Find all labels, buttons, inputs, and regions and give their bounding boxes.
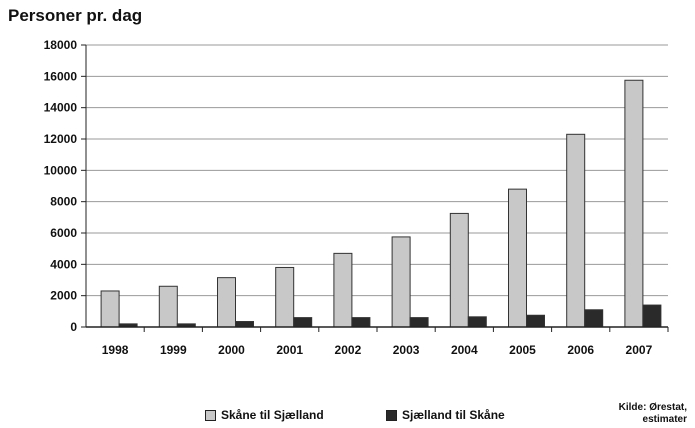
source-note: Kilde: Ørestat, estimater [619,402,687,426]
y-tick-label: 12000 [44,132,78,146]
chart-title: Personer pr. dag [8,6,143,25]
bars [100,79,662,328]
tick-labels: 0 2000 4000 6000 8000 10000 12000 14000 16000 180… [44,38,653,357]
y-tick-label: 6000 [50,226,77,240]
legend-label: Skåne til Sjælland [221,408,324,422]
bar [158,285,178,328]
y-tick-label: 4000 [50,257,77,271]
x-tick-label: 2005 [509,343,536,357]
bar [624,79,644,328]
bar [391,236,411,328]
y-tick-label: 16000 [44,69,78,83]
bar [409,317,429,328]
bar [449,212,469,328]
legend-swatch-dark [386,409,397,421]
y-tick-label: 0 [70,320,77,334]
x-tick-label: 2002 [335,343,362,357]
legend-label: Sjælland til Skåne [402,408,505,422]
legend-item-skane-til-sjaelland: Skåne til Sjælland [205,408,324,422]
x-tick-label: 2000 [218,343,245,357]
source-line: estimater [642,414,687,425]
bar [566,133,586,328]
bar [293,317,313,328]
bar [642,304,662,328]
y-tick-label: 8000 [50,195,77,209]
x-tick-label: 2001 [276,343,303,357]
bar [275,266,295,328]
y-tick-label: 18000 [44,38,78,52]
bar [235,321,254,328]
x-tick-label: 2006 [567,343,594,357]
bar [333,252,353,328]
bar [351,317,371,328]
bar [508,188,527,328]
y-tick-label: 10000 [44,163,78,177]
y-tick-label: 14000 [44,101,78,115]
axes [81,44,669,332]
bar [467,316,487,328]
bar [584,309,604,328]
y-tick-label: 2000 [50,289,77,303]
legend-item-sjaelland-til-skane: Sjælland til Skåne [386,408,505,422]
source-line: Kilde: Ørestat, [618,402,687,413]
bar [526,314,545,328]
x-tick-label: 1999 [160,343,187,357]
x-tick-label: 2004 [451,343,478,357]
x-tick-label: 2007 [626,343,653,357]
bar [100,290,120,328]
x-tick-label: 2003 [393,343,420,357]
x-tick-label: 1998 [102,343,129,357]
bar [217,277,236,328]
legend-swatch-light [205,409,216,421]
